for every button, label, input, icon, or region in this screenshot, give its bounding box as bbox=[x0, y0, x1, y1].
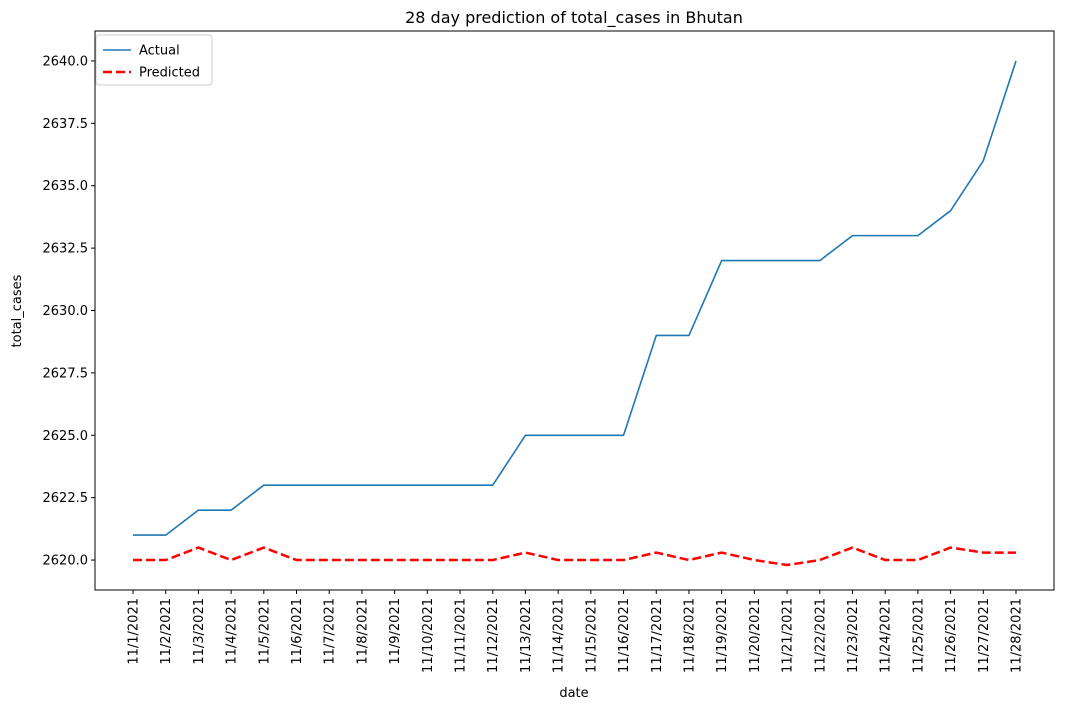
x-tick-label: 11/10/2021 bbox=[421, 598, 436, 673]
y-tick-label: 2640.0 bbox=[43, 54, 89, 69]
x-tick-label: 11/4/2021 bbox=[225, 598, 240, 665]
x-tick-label: 11/18/2021 bbox=[682, 598, 697, 673]
plot-frame bbox=[94, 30, 1055, 591]
x-tick-label: 11/12/2021 bbox=[486, 598, 501, 673]
x-tick-label: 11/14/2021 bbox=[552, 598, 567, 673]
x-tick-label: 11/15/2021 bbox=[584, 598, 599, 673]
y-tick-label: 2637.5 bbox=[43, 117, 89, 132]
x-tick-label: 11/27/2021 bbox=[977, 598, 992, 673]
y-axis: 2620.0 2622.5 2625.0 2627.5 2630.0 2632.5 2635… bbox=[43, 54, 95, 569]
x-tick-label: 11/23/2021 bbox=[846, 598, 861, 673]
y-tick-label: 2632.5 bbox=[43, 242, 89, 257]
y-tick-label: 2622.5 bbox=[43, 491, 89, 506]
x-tick-label: 11/1/2021 bbox=[127, 598, 142, 665]
x-tick-label: 11/28/2021 bbox=[1010, 598, 1025, 673]
x-axis-title: date bbox=[559, 686, 588, 701]
y-tick-label: 2635.0 bbox=[43, 179, 89, 194]
y-tick-label: 2625.0 bbox=[43, 429, 89, 444]
x-tick-label: 11/11/2021 bbox=[454, 598, 469, 673]
legend-label-actual: Actual bbox=[139, 44, 180, 59]
y-axis-title: total_cases bbox=[10, 274, 25, 347]
x-tick-label: 11/25/2021 bbox=[911, 598, 926, 673]
legend: Actual Predicted bbox=[95, 34, 213, 86]
x-tick-label: 11/8/2021 bbox=[355, 598, 370, 665]
y-tick-label: 2620.0 bbox=[43, 554, 89, 569]
y-tick-label: 2627.5 bbox=[43, 366, 89, 381]
x-tick-label: 11/20/2021 bbox=[748, 598, 763, 673]
y-tick-label: 2630.0 bbox=[43, 304, 89, 319]
x-tick-label: 11/16/2021 bbox=[617, 598, 632, 673]
x-axis: 11/1/2021 11/2/2021 11/3/2021 11/4/2021 11/5… bbox=[127, 590, 1025, 673]
x-tick-label: 11/6/2021 bbox=[290, 598, 305, 665]
x-tick-label: 11/3/2021 bbox=[192, 598, 207, 665]
legend-label-predicted: Predicted bbox=[139, 66, 200, 81]
series-line-predicted bbox=[133, 546, 1016, 567]
x-tick-label: 11/21/2021 bbox=[781, 598, 796, 673]
x-tick-label: 11/5/2021 bbox=[257, 598, 272, 665]
x-tick-label: 11/26/2021 bbox=[944, 598, 959, 673]
x-tick-label: 11/17/2021 bbox=[650, 598, 665, 673]
chart-title: 28 day prediction of total_cases in Bhut… bbox=[405, 8, 743, 28]
x-tick-label: 11/24/2021 bbox=[879, 598, 894, 673]
x-tick-label: 11/7/2021 bbox=[323, 598, 338, 665]
plot-area bbox=[133, 60, 1017, 567]
series-line-actual bbox=[133, 60, 1017, 536]
x-tick-label: 11/22/2021 bbox=[813, 598, 828, 673]
x-tick-label: 11/2/2021 bbox=[159, 598, 174, 665]
x-tick-label: 11/13/2021 bbox=[519, 598, 534, 673]
x-tick-label: 11/9/2021 bbox=[388, 598, 403, 665]
x-tick-label: 11/19/2021 bbox=[715, 598, 730, 673]
